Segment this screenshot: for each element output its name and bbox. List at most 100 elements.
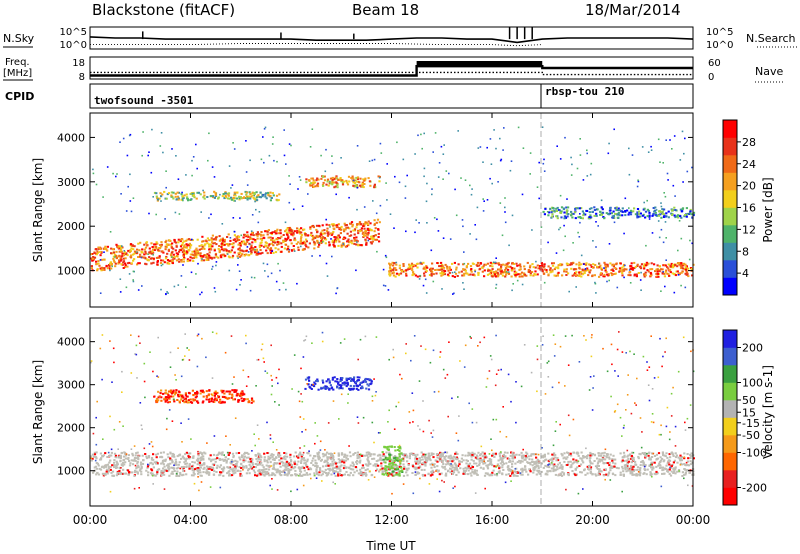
power-cell [623,232,625,235]
power-cell [175,259,179,262]
velocity-cell [426,456,429,459]
velocity-cell [597,452,600,455]
velocity-cell [178,461,181,464]
velocity-cell [585,457,588,460]
velocity-cell [593,453,596,456]
power-cell [234,194,237,197]
power-cell [615,209,618,212]
power-cell [182,254,185,257]
power-cell [377,175,380,178]
power-cell [272,136,274,138]
velocity-cell [299,466,302,469]
power-cell [112,251,116,254]
power-cell [248,195,251,198]
power-cell [391,272,394,275]
power-cell [399,272,403,275]
velocity-cell [337,471,340,474]
power-cell [631,266,634,269]
velocity-cell [198,464,202,467]
velocity-cell [582,455,585,457]
velocity-cell [679,462,682,465]
velocity-cell [531,453,534,456]
power-cell [356,223,359,226]
velocity-cell [414,460,417,463]
power-cell [144,262,147,265]
velocity-cell [140,467,143,470]
power-cell [636,185,639,188]
velocity-cell [609,453,612,456]
power-cell [240,197,243,199]
power-cell [209,195,212,198]
power-cell [479,146,482,148]
velocity-cell [234,467,237,470]
velocity-cell [471,453,474,456]
velocity-cell [464,469,467,472]
power-cell [244,242,248,245]
velocity-cell [97,464,100,467]
power-cell [188,242,191,245]
velocity-cell [399,464,402,466]
power-cell [553,210,556,213]
velocity-cell [603,468,606,471]
power-cell [640,289,642,291]
velocity-cell [345,466,348,469]
power-cell [653,210,656,213]
power-cell [244,197,247,199]
velocity-cell [252,466,256,468]
velocity-cell [322,455,325,458]
power-cell [95,183,98,186]
velocity-cell [306,465,309,468]
power-cell [170,195,173,198]
velocity-cell [595,466,598,469]
power-cell [315,179,318,182]
power-cell [447,269,450,272]
power-cell [523,265,526,268]
velocity-cell [319,469,322,471]
velocity-cell [513,470,516,473]
velocity-cell [442,452,445,454]
velocity-cell [123,463,126,466]
velocity-cell [574,468,577,471]
power-cell [195,247,198,250]
power-cell [680,216,683,219]
velocity-cell [513,454,516,457]
power-cell [198,245,201,248]
velocity-cell [426,459,429,462]
power-cell [369,228,372,231]
power-cell [646,215,649,218]
power-cell [247,254,250,257]
power-cell [565,209,568,212]
velocity-cell [164,458,167,461]
power-cell [543,170,546,172]
power-cell [491,268,494,271]
velocity-cell [95,457,98,460]
power-cell [119,291,122,293]
velocity-cell [348,466,351,469]
power-cell [158,256,161,259]
velocity-cell [191,469,194,472]
power-cell [262,194,264,196]
velocity-cell [593,460,596,462]
power-cell [520,271,524,274]
power-cell [465,266,468,269]
velocity-cell [580,471,583,474]
velocity-cell [162,451,165,454]
power-cell [561,274,564,277]
power-cell [121,252,124,255]
power-cell [476,261,480,264]
velocity-cell [416,471,419,474]
velocity-cell [286,474,289,477]
velocity-cell [115,467,118,469]
power-cell [636,208,640,210]
power-cell [156,248,159,251]
power-cell [346,226,349,229]
power-cell [501,234,504,237]
power-cell [378,176,381,179]
velocity-cell [116,463,119,466]
velocity-cell [518,453,521,456]
power-cell [502,271,505,274]
power-cell [187,199,190,202]
velocity-cell [596,467,599,470]
power-cell [364,177,367,180]
power-cell [121,245,123,247]
